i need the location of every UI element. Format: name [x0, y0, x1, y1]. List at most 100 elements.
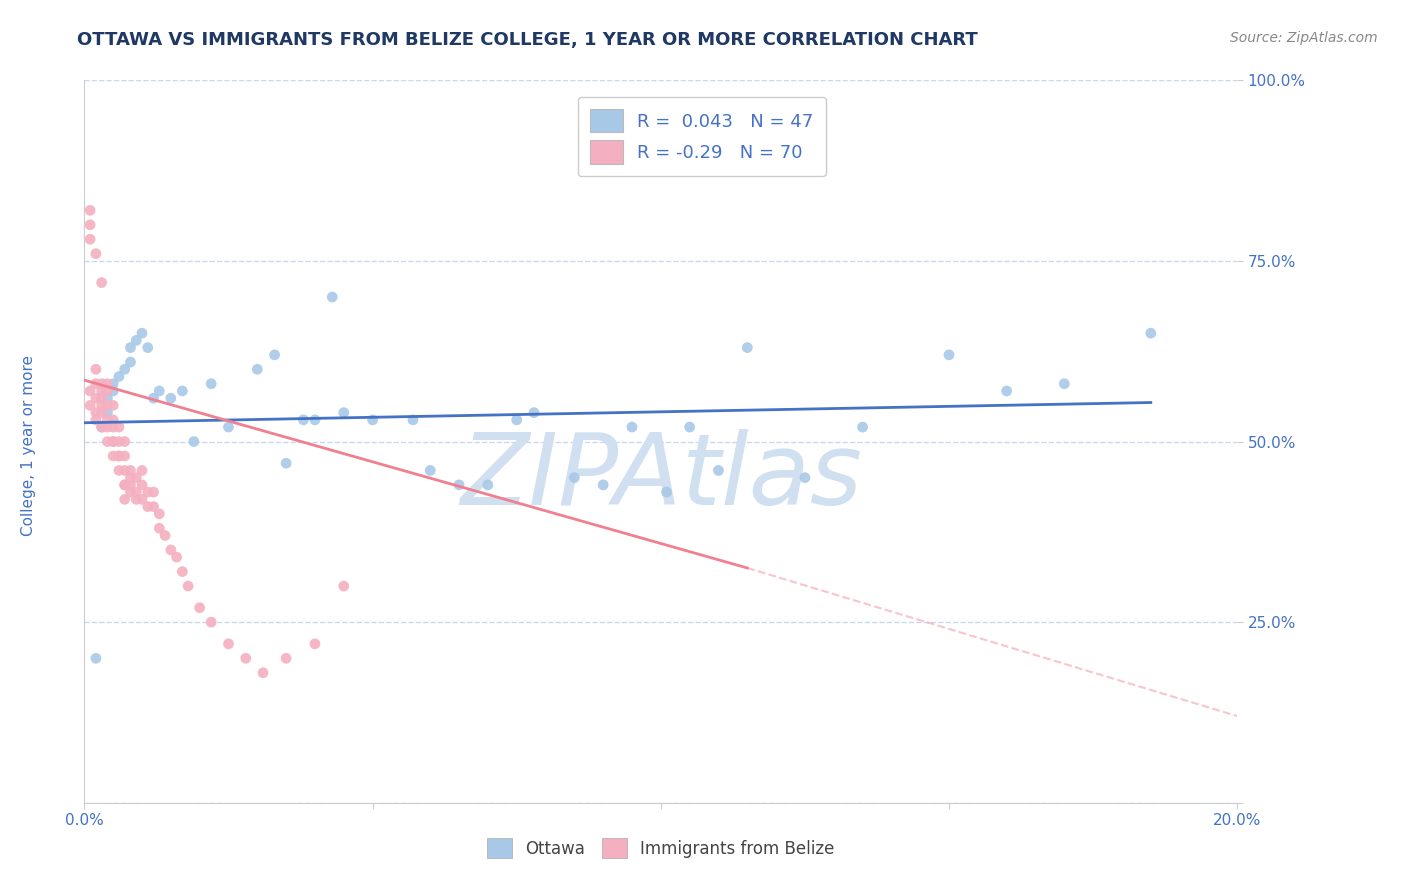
Point: [108, 420, 131, 434]
Point: [84, 391, 107, 405]
Point: [938, 348, 960, 362]
Point: [108, 449, 131, 463]
Point: [114, 449, 136, 463]
Point: [148, 384, 170, 398]
Point: [136, 485, 159, 500]
Text: Source: ZipAtlas.com: Source: ZipAtlas.com: [1230, 31, 1378, 45]
Point: [477, 478, 499, 492]
Point: [218, 420, 240, 434]
Point: [655, 485, 678, 500]
Point: [707, 463, 730, 477]
Point: [852, 420, 875, 434]
Point: [172, 384, 194, 398]
Point: [160, 542, 183, 557]
Point: [166, 550, 188, 565]
Point: [79, 398, 101, 412]
Point: [90, 384, 112, 398]
Point: [142, 500, 165, 514]
Point: [263, 348, 285, 362]
Point: [183, 434, 205, 449]
Point: [90, 406, 112, 420]
Point: [148, 521, 170, 535]
Point: [252, 665, 274, 680]
Point: [79, 203, 101, 218]
Point: [96, 398, 118, 412]
Point: [1053, 376, 1076, 391]
Point: [564, 470, 586, 484]
Point: [304, 637, 326, 651]
Point: [108, 449, 131, 463]
Point: [172, 565, 194, 579]
Point: [304, 413, 326, 427]
Point: [90, 398, 112, 412]
Point: [131, 326, 153, 340]
Point: [120, 463, 142, 477]
Point: [120, 485, 142, 500]
Point: [333, 406, 356, 420]
Text: College, 1 year or more: College, 1 year or more: [21, 356, 35, 536]
Point: [96, 420, 118, 434]
Point: [177, 579, 200, 593]
Point: [419, 463, 441, 477]
Point: [108, 463, 131, 477]
Point: [96, 406, 118, 420]
Legend: Ottawa, Immigrants from Belize: Ottawa, Immigrants from Belize: [478, 830, 844, 867]
Point: [96, 413, 118, 427]
Point: [103, 434, 124, 449]
Point: [321, 290, 343, 304]
Point: [103, 376, 124, 391]
Point: [79, 384, 101, 398]
Point: [188, 600, 211, 615]
Point: [246, 362, 269, 376]
Point: [131, 478, 153, 492]
Point: [333, 579, 356, 593]
Point: [103, 420, 124, 434]
Point: [794, 470, 817, 484]
Point: [79, 232, 101, 246]
Point: [114, 478, 136, 492]
Point: [84, 246, 107, 260]
Point: [114, 362, 136, 376]
Point: [402, 413, 425, 427]
Point: [361, 413, 384, 427]
Point: [90, 276, 112, 290]
Point: [103, 434, 124, 449]
Point: [103, 449, 124, 463]
Point: [153, 528, 176, 542]
Point: [96, 384, 118, 398]
Point: [621, 420, 644, 434]
Point: [90, 420, 112, 434]
Point: [449, 478, 471, 492]
Point: [103, 384, 124, 398]
Point: [125, 334, 148, 348]
Point: [114, 434, 136, 449]
Point: [125, 470, 148, 484]
Point: [114, 492, 136, 507]
Point: [120, 478, 142, 492]
Point: [131, 463, 153, 477]
Point: [142, 391, 165, 405]
Point: [592, 478, 614, 492]
Point: [114, 478, 136, 492]
Point: [96, 391, 118, 405]
Point: [79, 218, 101, 232]
Point: [218, 637, 240, 651]
Point: [103, 413, 124, 427]
Point: [995, 384, 1018, 398]
Point: [84, 413, 107, 427]
Point: [84, 362, 107, 376]
Point: [292, 413, 315, 427]
Point: [200, 376, 222, 391]
Point: [125, 485, 148, 500]
Point: [506, 413, 529, 427]
Point: [108, 369, 131, 384]
Text: OTTAWA VS IMMIGRANTS FROM BELIZE COLLEGE, 1 YEAR OR MORE CORRELATION CHART: OTTAWA VS IMMIGRANTS FROM BELIZE COLLEGE…: [77, 31, 979, 49]
Point: [108, 434, 131, 449]
Point: [120, 341, 142, 355]
Point: [90, 420, 112, 434]
Point: [120, 470, 142, 484]
Point: [276, 456, 298, 470]
Point: [90, 391, 112, 405]
Point: [96, 434, 118, 449]
Point: [136, 500, 159, 514]
